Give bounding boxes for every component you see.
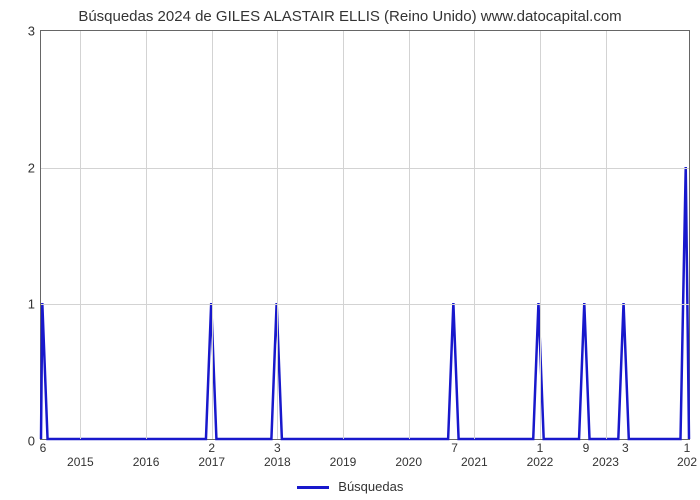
gridline-v <box>343 31 344 439</box>
gridline-h <box>41 304 689 305</box>
gridline-v <box>540 31 541 439</box>
plot-area: 0123201520162017201820192020202120222023… <box>40 30 690 440</box>
series-line <box>41 31 689 439</box>
x-tick-label: 2016 <box>133 439 160 469</box>
gridline-v <box>409 31 410 439</box>
legend: Búsquedas <box>0 479 700 494</box>
legend-swatch <box>297 486 329 489</box>
peak-label: 1 <box>537 439 544 455</box>
gridline-h <box>41 168 689 169</box>
x-tick-label: 2023 <box>592 439 619 469</box>
peak-label: 2 <box>208 439 215 455</box>
peak-label: 6 <box>40 439 47 455</box>
x-tick-label: 2020 <box>395 439 422 469</box>
chart-title: Búsquedas 2024 de GILES ALASTAIR ELLIS (… <box>0 8 700 25</box>
y-tick-label: 3 <box>28 24 41 39</box>
peak-label: 3 <box>274 439 281 455</box>
peak-label: 3 <box>622 439 629 455</box>
peak-label: 9 <box>583 439 590 455</box>
y-tick-label: 1 <box>28 297 41 312</box>
gridline-v <box>474 31 475 439</box>
chart-container: Búsquedas 2024 de GILES ALASTAIR ELLIS (… <box>0 0 700 500</box>
peak-label: 1 <box>684 439 691 455</box>
legend-label: Búsquedas <box>338 479 403 494</box>
gridline-v <box>80 31 81 439</box>
gridline-v <box>277 31 278 439</box>
gridline-v <box>146 31 147 439</box>
y-tick-label: 2 <box>28 160 41 175</box>
x-tick-label: 2019 <box>330 439 357 469</box>
gridline-v <box>606 31 607 439</box>
x-tick-label: 2015 <box>67 439 94 469</box>
gridline-v <box>212 31 213 439</box>
x-tick-label: 2021 <box>461 439 488 469</box>
peak-label: 7 <box>451 439 458 455</box>
